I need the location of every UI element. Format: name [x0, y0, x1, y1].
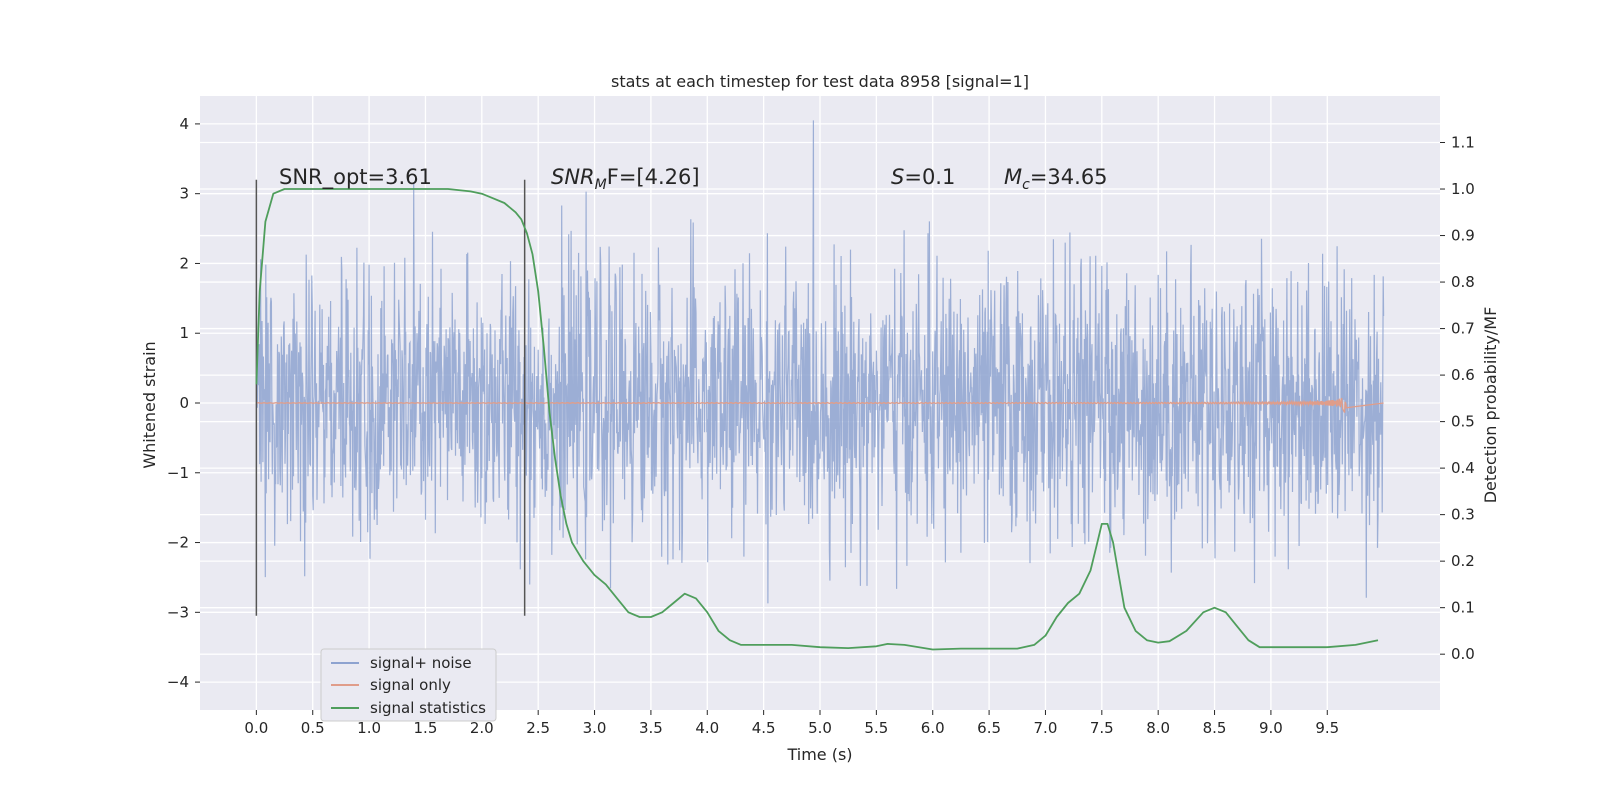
x-axis-title: Time (s) — [786, 745, 852, 764]
x-tick-label: 4.5 — [752, 719, 776, 737]
y-tick-label: −1 — [167, 464, 189, 482]
y-axis-ticks: 4 3 2 1 0 −1 −2 −3 −4 — [167, 115, 200, 691]
annotation-s: S=0.1 — [891, 165, 955, 189]
signal-statistics-line — [255, 188, 1379, 651]
annotation-mc: Mc=34.65 — [1004, 165, 1108, 193]
vertical-markers — [255, 179, 526, 616]
y2-tick-label: 0.0 — [1451, 645, 1475, 663]
chart-title: stats at each timestep for test data 895… — [611, 72, 1029, 91]
y-tick-label: 4 — [179, 115, 189, 133]
x-tick-label: 3.0 — [583, 719, 607, 737]
annotation-s-value: =0.1 — [904, 165, 955, 189]
x-tick-label: 0.5 — [301, 719, 325, 737]
y2-tick-label: 1.0 — [1451, 180, 1475, 198]
y-tick-label: −3 — [167, 603, 189, 621]
x-tick-label: 2.0 — [470, 719, 494, 737]
x-tick-label: 4.0 — [695, 719, 719, 737]
x-tick-label: 5.0 — [808, 719, 832, 737]
legend-label-signal-only: signal only — [370, 676, 451, 694]
x-tick-label: 2.5 — [526, 719, 550, 737]
y-axis-title: Whitened strain — [140, 341, 159, 468]
y2-tick-label: 0.3 — [1451, 506, 1475, 524]
x-tick-label: 6.0 — [921, 719, 945, 737]
x-tick-label: 7.5 — [1090, 719, 1114, 737]
y2-tick-label: 1.1 — [1451, 134, 1475, 152]
x-tick-label: 1.5 — [414, 719, 438, 737]
y2-tick-label: 0.8 — [1451, 273, 1475, 291]
annotation-mc-value: =34.65 — [1030, 165, 1108, 189]
y2-tick-label: 0.5 — [1451, 413, 1475, 431]
annotation-mc-subscript: c — [1022, 177, 1030, 193]
x-tick-label: 6.5 — [977, 719, 1001, 737]
y2-tick-label: 0.6 — [1451, 366, 1475, 384]
x-tick-label: 0.0 — [244, 719, 268, 737]
y2-tick-label: 0.1 — [1451, 599, 1475, 617]
annotation-snr-mf-symbol: SNR — [551, 165, 595, 189]
y-tick-label: 1 — [179, 324, 189, 342]
annotation-snr-mf: SNRMF=[4.26] — [551, 165, 700, 193]
y2-axis-ticks: 1.1 1.0 0.9 0.8 0.7 0.6 0.5 0.4 0.3 0.2 0.1 0.0 — [1440, 134, 1475, 663]
x-tick-label: 9.5 — [1315, 719, 1339, 737]
annotation-snr-mf-value: F=[4.26] — [607, 165, 700, 189]
y2-tick-label: 0.4 — [1451, 459, 1475, 477]
y-tick-label: −4 — [167, 673, 189, 691]
signal-statistics-series — [255, 188, 1379, 651]
x-tick-label: 8.0 — [1146, 719, 1170, 737]
y-tick-label: 2 — [179, 254, 189, 272]
y2-axis-title: Detection probability/MF — [1481, 307, 1500, 504]
y2-tick-label: 0.9 — [1451, 227, 1475, 245]
annotation-mc-symbol: M — [1004, 165, 1022, 189]
x-tick-label: 1.0 — [357, 719, 381, 737]
x-tick-label: 7.0 — [1034, 719, 1058, 737]
annotation-snr-mf-subscript: M — [595, 177, 607, 193]
y-tick-label: 0 — [179, 394, 189, 412]
y-tick-label: −2 — [167, 534, 189, 552]
signal-plus-noise-line — [255, 120, 1385, 604]
signal-plus-noise-series — [255, 120, 1385, 604]
annotation-snr-opt: SNR_opt=3.61 — [279, 165, 432, 190]
legend-box — [320, 648, 497, 722]
y-tick-label: 3 — [179, 185, 189, 203]
x-tick-label: 8.5 — [1203, 719, 1227, 737]
signal-only-line — [256, 397, 1384, 413]
x-tick-label: 5.5 — [864, 719, 888, 737]
x-axis-ticks: 0.0 0.5 1.0 1.5 2.0 2.5 3.0 3.5 4.0 4.5 5.0 5.5 6.0 6… — [244, 710, 1339, 737]
legend-label-signal-plus-noise: signal+ noise — [370, 654, 472, 672]
y2-tick-label: 0.2 — [1451, 552, 1475, 570]
x-tick-label: 9.0 — [1259, 719, 1283, 737]
x-tick-label: 3.5 — [639, 719, 663, 737]
legend-label-signal-statistics: signal statistics — [370, 699, 486, 717]
annotation-s-symbol: S — [891, 165, 904, 189]
y2-tick-label: 0.7 — [1451, 320, 1475, 338]
signal-only-series — [256, 397, 1384, 413]
legend: signal+ noise signal only signal statist… — [320, 648, 497, 722]
